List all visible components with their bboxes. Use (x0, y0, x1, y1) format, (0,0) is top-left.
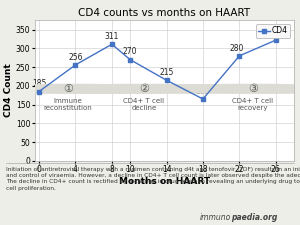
Y-axis label: CD4 Count: CD4 Count (4, 64, 13, 117)
Title: CD4 counts vs months on HAART: CD4 counts vs months on HAART (78, 8, 250, 18)
Text: ②: ② (139, 84, 149, 94)
Legend: CD4: CD4 (256, 24, 290, 38)
Text: paedia.org: paedia.org (231, 213, 277, 222)
Text: 311: 311 (105, 32, 119, 41)
Text: 280: 280 (230, 43, 244, 52)
Circle shape (135, 84, 300, 94)
Text: 185: 185 (32, 79, 46, 88)
Circle shape (26, 84, 262, 94)
Text: CD4+ T cell
recovery: CD4+ T cell recovery (232, 98, 274, 111)
Text: CD4+ T cell
decline: CD4+ T cell decline (123, 98, 164, 111)
Text: 256: 256 (68, 52, 83, 61)
Circle shape (0, 84, 187, 94)
Text: Immune
reconstitution: Immune reconstitution (44, 98, 93, 111)
Text: immuno: immuno (200, 213, 231, 222)
Text: 322: 322 (268, 28, 283, 37)
Text: ③: ③ (248, 84, 258, 94)
Text: 215: 215 (159, 68, 174, 77)
Text: ①: ① (63, 84, 73, 94)
X-axis label: Months on HAART: Months on HAART (119, 177, 210, 186)
Text: 270: 270 (123, 47, 137, 56)
Text: Initiation of antiretroviral therapy with a regimen containing d4t and tenofovir: Initiation of antiretroviral therapy wit… (6, 166, 300, 191)
Text: 165: 165 (196, 87, 210, 96)
